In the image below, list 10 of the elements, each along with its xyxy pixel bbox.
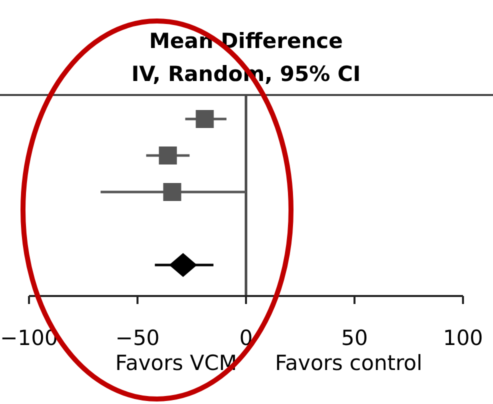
point [158,146,177,164]
point [163,183,182,201]
point [169,253,198,277]
x-tick-label: 100 [442,326,484,350]
x-tick-label: 50 [341,326,368,350]
x-tick-label: 0 [239,326,253,350]
point [196,110,214,128]
x-tick-label: −50 [115,326,160,350]
text: Favors control [275,351,422,375]
chart-title: Mean Difference [149,29,343,53]
